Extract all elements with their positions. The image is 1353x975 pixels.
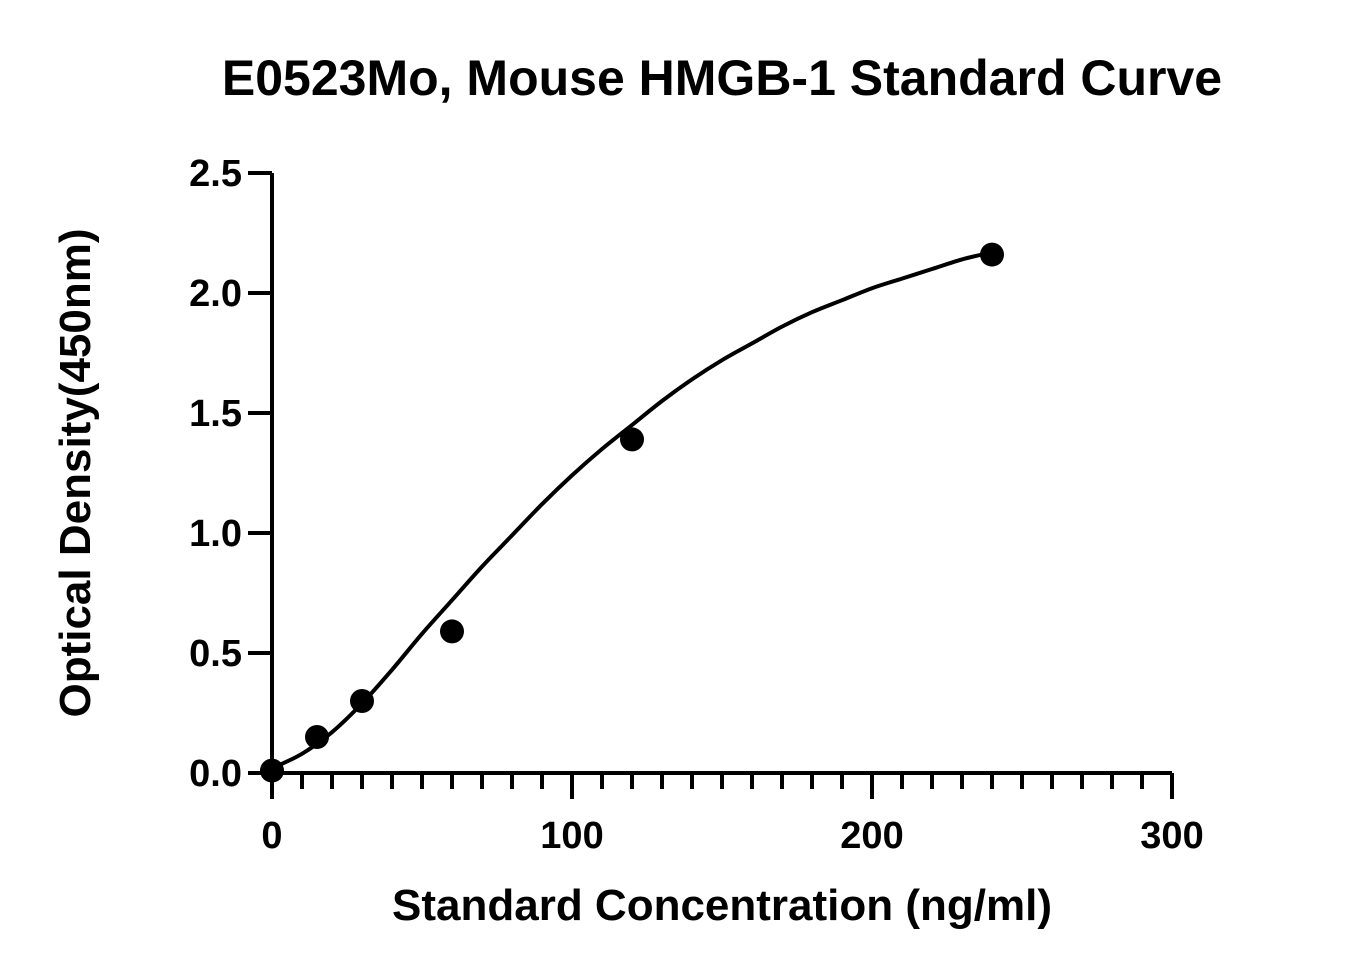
chart-title: E0523Mo, Mouse HMGB-1 Standard Curve [222,50,1222,106]
data-point [440,619,464,644]
y-axis-label: Optical Density(450nm) [51,228,100,717]
x-axis-label: Standard Concentration (ng/ml) [392,881,1052,930]
x-tick-label: 0 [261,815,282,857]
fit-curve-line [271,250,993,771]
y-tick-label: 1.5 [189,393,242,435]
y-tick-label: 1.0 [189,513,242,555]
x-tick-label: 100 [540,815,603,857]
x-tick-label: 300 [1140,815,1203,857]
data-point [260,758,284,783]
data-points-layer [260,242,1004,783]
tick-labels: 0 100 200 300 0.0 0.5 1.0 1.5 2.0 2.5 [189,153,1204,857]
data-point [350,689,374,713]
y-tick-label: 2.5 [189,153,242,195]
data-point [305,725,329,749]
y-tick-label: 0.0 [189,753,242,795]
fit-curve-layer [271,250,993,771]
y-tick-label: 2.0 [189,273,242,315]
axes [270,173,1172,775]
x-tick-label: 200 [840,815,903,857]
y-tick-label: 0.5 [189,633,242,675]
data-point [620,427,644,452]
data-point [980,242,1004,267]
ticks [248,171,1174,799]
